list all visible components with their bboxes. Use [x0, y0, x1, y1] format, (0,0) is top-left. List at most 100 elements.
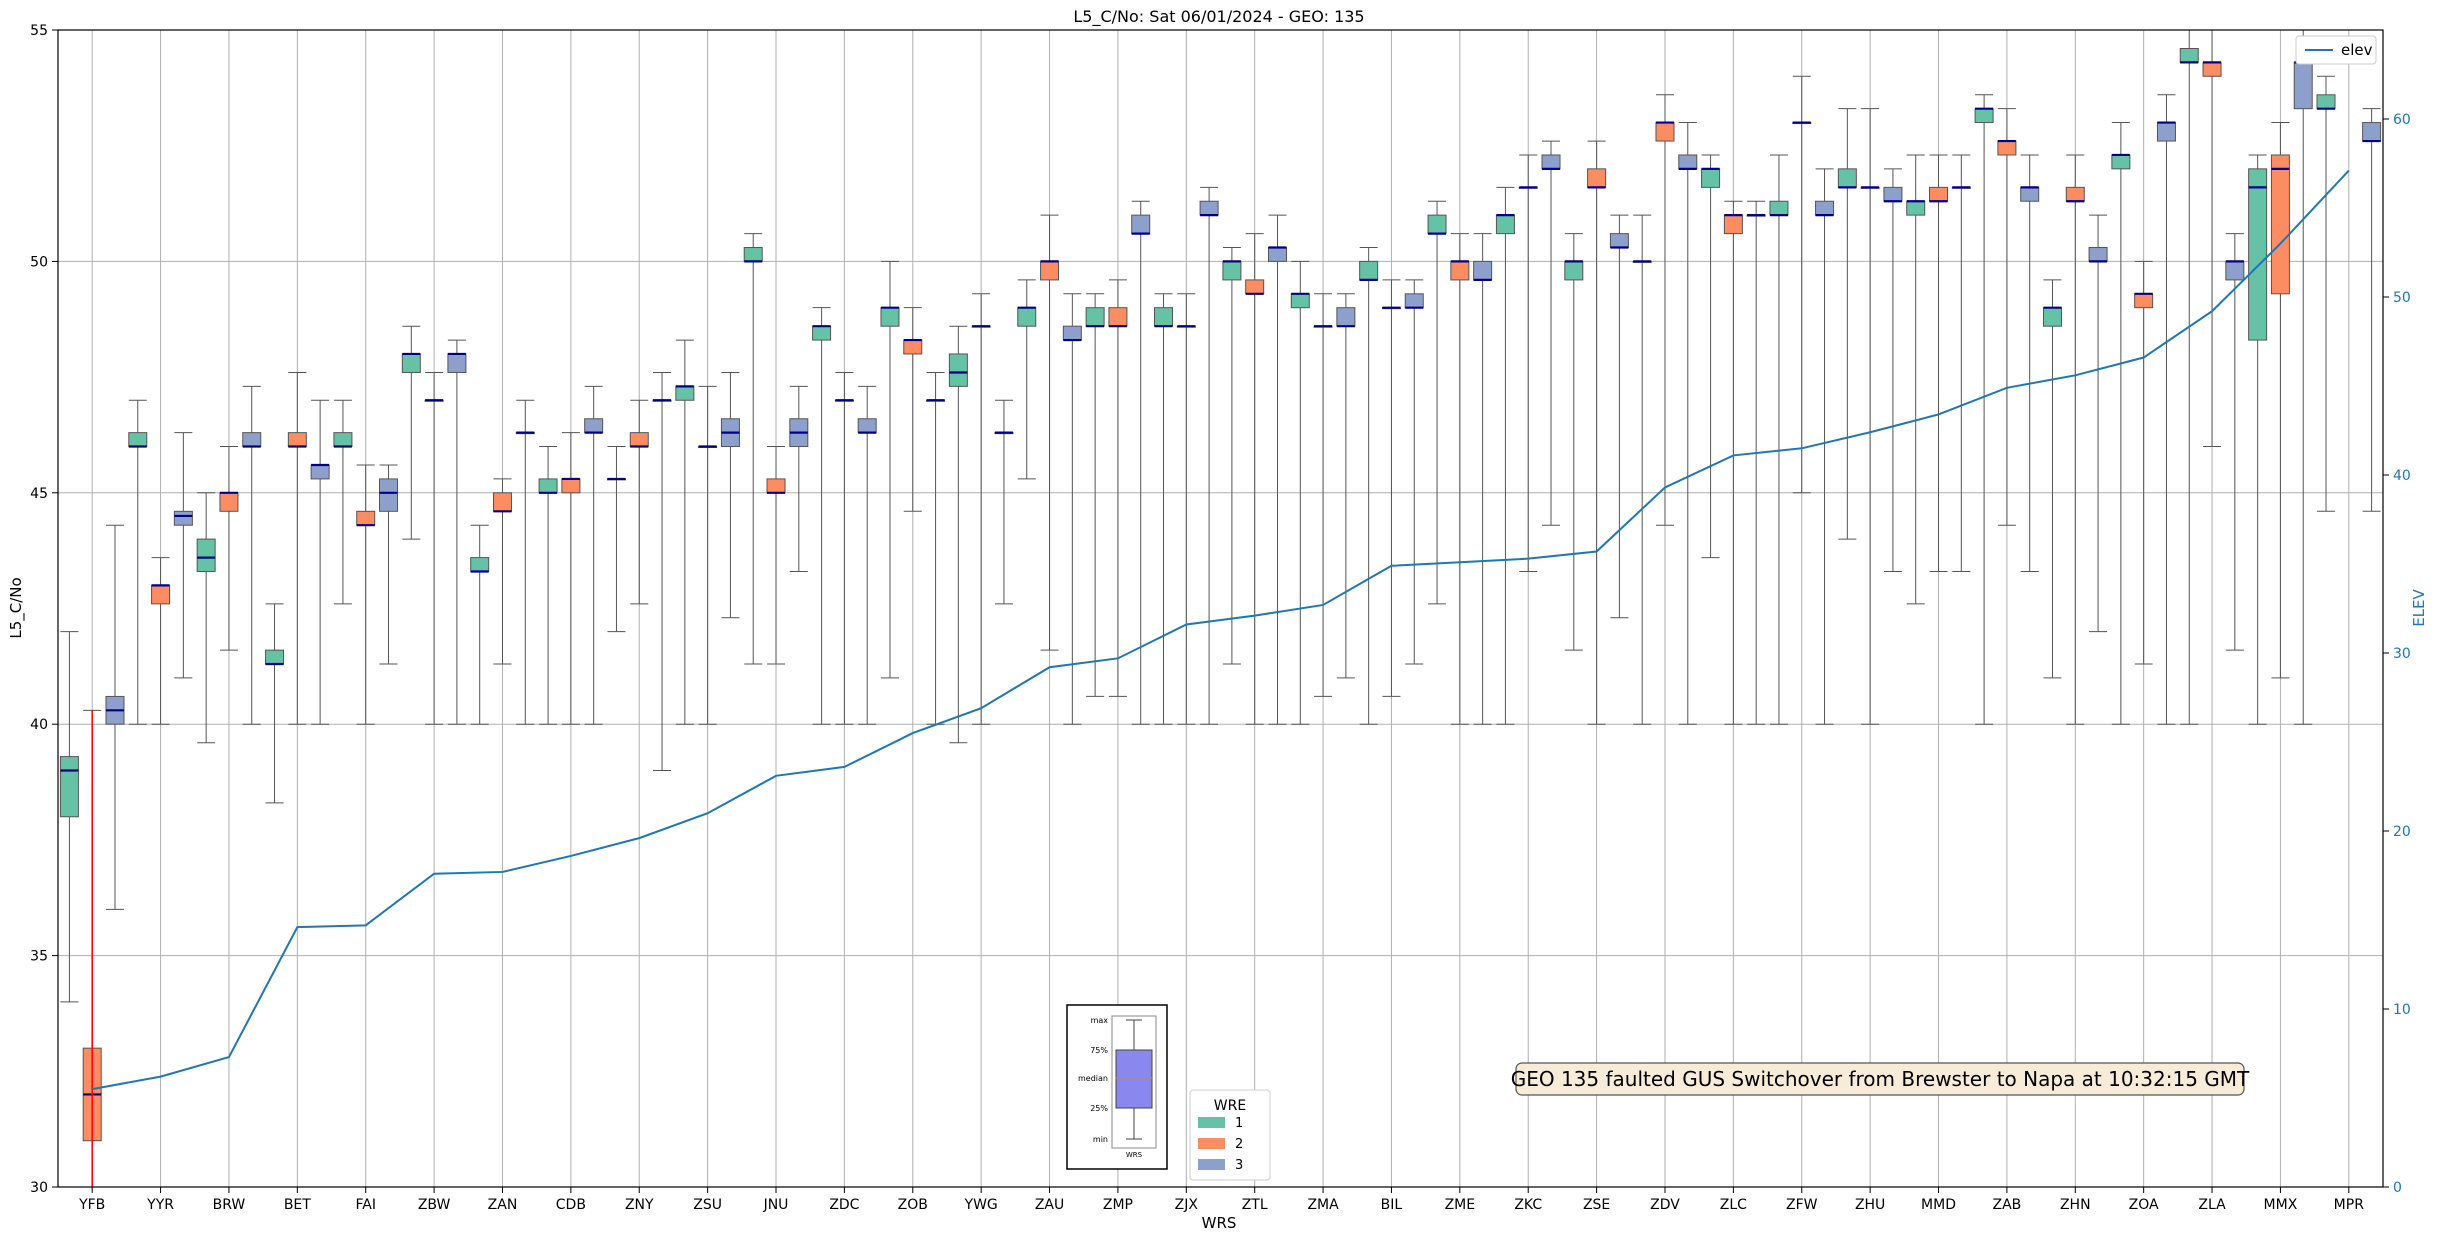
box-zmp-wre3 [1131, 200, 1151, 725]
x-tick-label: ZFW [1786, 1197, 1818, 1213]
wre-legend: WRE 1 2 3 [1189, 1089, 1271, 1181]
boxplot-key-label-min: min [1093, 1135, 1108, 1144]
box-bil-wre3 [1404, 279, 1424, 665]
box-mpr-wre1 [2316, 75, 2336, 512]
box-iqr [584, 418, 604, 434]
annotation-text: GEO 135 faulted GUS Switchover from Brew… [1511, 1067, 2250, 1091]
x-tick-label: ZNY [625, 1197, 654, 1213]
wre-legend-label-3: 3 [1235, 1158, 1243, 1173]
box-zma-wre1 [1290, 260, 1310, 725]
box-fai-wre1 [333, 399, 353, 605]
box-yfb-wre1 [59, 631, 79, 1003]
box-zau-wre2 [1040, 214, 1060, 651]
box-zob-wre3 [926, 371, 946, 725]
y-tick-label: 35 [30, 949, 48, 965]
box-iqr [1769, 200, 1789, 216]
x-tick-label: ZKC [1514, 1197, 1542, 1213]
box-zau-wre3 [1062, 293, 1082, 725]
y2-tick-label: 0 [2393, 1180, 2402, 1196]
box-iqr [1883, 186, 1903, 202]
x-tick-label: BIL [1381, 1197, 1403, 1213]
box-zfw-wre2 [1792, 75, 1812, 494]
boxplot-key-label-q3: 75% [1090, 1046, 1108, 1055]
y-tick-label: 50 [30, 254, 48, 270]
box-iqr [1678, 154, 1698, 170]
y2-tick-label: 10 [2393, 1002, 2411, 1018]
box-mpr-wre3 [2362, 108, 2382, 512]
box-zmp-wre2 [1108, 279, 1128, 697]
box-iqr [333, 432, 353, 448]
box-zfw-wre3 [1815, 168, 1835, 725]
box-iqr [1290, 293, 1310, 309]
box-zhn-wre2 [2065, 154, 2085, 725]
box-zdv-wre1 [1632, 214, 1652, 725]
box-mmd-wre3 [1951, 154, 1971, 572]
y2-axis-label: ELEV [2410, 588, 2428, 626]
box-zdv-wre2 [1655, 94, 1675, 526]
box-iqr [1541, 154, 1561, 170]
box-iqr [1974, 108, 1994, 124]
annotation-box [1515, 1062, 2245, 1096]
box-iqr [2202, 61, 2222, 77]
box-iqr [948, 353, 968, 387]
y-tick-label: 30 [30, 1180, 48, 1196]
line-layer [91, 169, 2350, 1187]
box-iqr [675, 385, 695, 401]
box-zny-wre1 [606, 446, 626, 633]
box-zma-wre2 [1313, 293, 1333, 697]
box-iqr [629, 432, 649, 448]
box-iqr [2020, 186, 2040, 202]
x-tick-label: JNU [763, 1197, 789, 1213]
wre-legend-frame [1189, 1089, 1271, 1181]
boxplot-key-box [1115, 1049, 1153, 1109]
box-mmd-wre2 [1929, 154, 1949, 572]
box-iqr [1495, 214, 1515, 235]
box-cdb-wre2 [561, 432, 581, 725]
box-cdb-wre1 [538, 446, 558, 725]
x-tick-label: MMD [1921, 1197, 1956, 1213]
x-tick-label: ZLC [1720, 1197, 1747, 1213]
box-iqr [470, 557, 490, 572]
x-tick-label: ZDC [829, 1197, 859, 1213]
box-zme-wre2 [1450, 233, 1470, 725]
box-iqr [1267, 247, 1287, 262]
x-tick-label: ZSU [693, 1197, 722, 1213]
box-iqr [242, 432, 262, 448]
box-iqr [173, 510, 193, 526]
x-tick-label: ZJX [1175, 1197, 1199, 1213]
box-bil-wre2 [1381, 279, 1401, 697]
box-zse-wre2 [1587, 140, 1607, 725]
box-iqr [2293, 61, 2313, 110]
box-iqr [1655, 122, 1675, 142]
x-tick-label: YFB [78, 1197, 105, 1213]
box-iqr [2134, 293, 2154, 309]
box-iqr [1085, 307, 1105, 327]
box-zoa-wre1 [2111, 122, 2131, 725]
box-zkc-wre2 [1518, 154, 1538, 572]
box-iqr [1404, 293, 1424, 309]
box-jnu-wre1 [743, 233, 763, 665]
y-axis-label: L5_C/No [7, 577, 26, 638]
box-iqr [2248, 168, 2268, 341]
x-tick-label: ZHU [1855, 1197, 1885, 1213]
box-iqr [1997, 140, 2017, 156]
switchover-annotation: GEO 135 faulted GUS Switchover from Brew… [1511, 1062, 2250, 1096]
elev-series-line [92, 169, 2350, 1091]
box-fai-wre3 [379, 464, 399, 665]
box-zan-wre1 [470, 524, 490, 725]
box-mmx-wre2 [2270, 122, 2290, 679]
box-mmx-wre1 [2248, 154, 2268, 725]
box-zjx-wre2 [1176, 293, 1196, 725]
box-zsu-wre1 [675, 339, 695, 725]
box-iqr [903, 339, 923, 355]
x-tick-label: YWG [964, 1197, 998, 1213]
box-zhu-wre1 [1837, 108, 1857, 540]
boxplot-key-label-max: max [1091, 1016, 1109, 1025]
x-axis-label: WRS [1202, 1214, 1237, 1232]
box-iqr [1336, 307, 1356, 327]
x-tick-label: ZMP [1103, 1197, 1133, 1213]
box-iqr [196, 538, 216, 572]
elev-legend: elev [2295, 35, 2377, 65]
